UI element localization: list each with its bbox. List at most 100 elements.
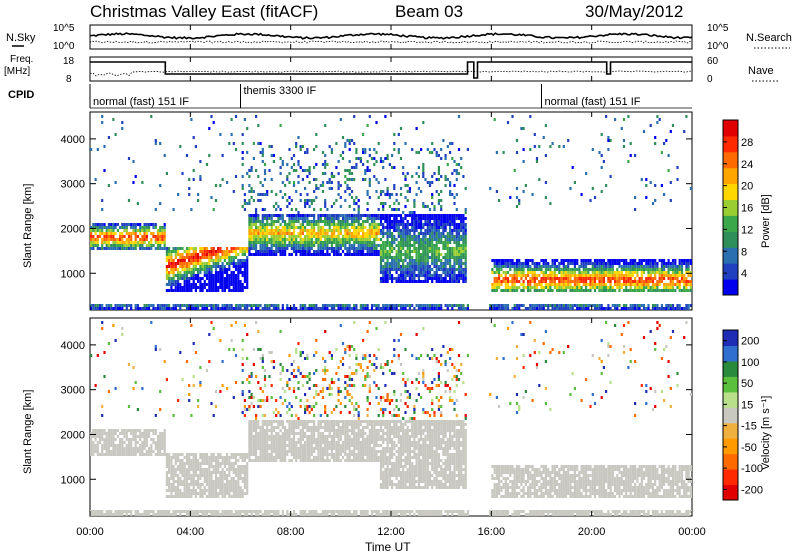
power-cell: [592, 274, 594, 277]
velocity-cell: [202, 453, 204, 456]
velocity-cell: [215, 456, 217, 459]
power-cell: [416, 247, 418, 250]
velocity-cell: [202, 462, 204, 465]
power-cell: [166, 283, 168, 286]
velocity-cell: [161, 453, 163, 456]
power-cell: [661, 277, 663, 280]
power-cell: [331, 304, 333, 307]
power-cell: [427, 253, 429, 256]
power-cell: [429, 235, 431, 238]
power-cell: [424, 304, 426, 307]
power-cell: [103, 241, 105, 244]
power-cell: [663, 271, 665, 274]
velocity-cell: [188, 384, 190, 387]
velocity-cell: [233, 486, 235, 489]
power-cell: [393, 187, 395, 190]
power-cell: [161, 247, 163, 250]
velocity-cell: [161, 438, 163, 441]
power-cell: [262, 154, 264, 157]
power-cell: [121, 121, 123, 124]
power-cell: [253, 229, 255, 232]
power-cell: [257, 124, 259, 127]
velocity-cell: [139, 444, 141, 447]
power-cell: [413, 205, 415, 208]
power-cell: [106, 241, 108, 244]
power-cell: [672, 277, 674, 280]
power-cell: [346, 253, 348, 256]
power-cell: [387, 268, 389, 271]
power-cell: [210, 307, 212, 310]
power-cell: [358, 205, 360, 208]
power-cell: [146, 304, 148, 307]
power-cell: [418, 277, 420, 280]
power-cell: [429, 304, 431, 307]
power-cell: [607, 304, 609, 307]
power-cell: [460, 271, 462, 274]
power-cell: [355, 220, 357, 223]
velocity-cell: [135, 513, 137, 516]
velocity-cell: [226, 387, 228, 390]
power-cell: [233, 250, 235, 253]
power-cell: [438, 226, 440, 229]
velocity-cell: [210, 402, 212, 405]
velocity-cell: [206, 477, 208, 480]
power-cell: [451, 277, 453, 280]
power-cell: [148, 247, 150, 250]
power-cell: [407, 238, 409, 241]
power-cell: [659, 307, 661, 310]
power-cell: [268, 304, 270, 307]
power-cell: [157, 241, 159, 244]
power-cell: [291, 238, 293, 241]
power-cell: [179, 262, 181, 265]
power-cell: [665, 307, 667, 310]
power-cell: [398, 208, 400, 211]
power-cell: [275, 214, 277, 217]
power-cell: [547, 289, 549, 292]
power-cell: [391, 247, 393, 250]
power-cell: [126, 238, 128, 241]
power-cell: [217, 250, 219, 253]
power-cell: [585, 172, 587, 175]
power-cell: [353, 208, 355, 211]
velocity-cell: [95, 510, 97, 513]
power-cell: [413, 202, 415, 205]
power-cell: [445, 235, 447, 238]
velocity-cell: [199, 381, 201, 384]
power-cell: [177, 277, 179, 280]
power-cell: [193, 280, 195, 283]
power-cell: [523, 160, 525, 163]
power-cell: [411, 217, 413, 220]
power-cell: [465, 226, 467, 229]
power-cell: [509, 196, 511, 199]
power-cell: [625, 265, 627, 268]
power-cell: [309, 247, 311, 250]
power-cell: [447, 253, 449, 256]
power-cell: [420, 265, 422, 268]
power-cell: [424, 250, 426, 253]
power-cell: [101, 241, 103, 244]
power-cell: [592, 277, 594, 280]
velocity-cell: [159, 453, 161, 456]
power-cell: [433, 148, 435, 151]
power-cell: [271, 220, 273, 223]
power-cell: [369, 148, 371, 151]
power-cell: [275, 253, 277, 256]
power-cell: [311, 238, 313, 241]
power-cell: [409, 250, 411, 253]
power-cell: [112, 244, 114, 247]
velocity-cell: [161, 447, 163, 450]
power-cell: [273, 253, 275, 256]
power-cell: [262, 250, 264, 253]
power-cell: [300, 253, 302, 256]
velocity-cell: [146, 432, 148, 435]
power-cell: [367, 238, 369, 241]
power-cell: [206, 307, 208, 310]
power-cell: [453, 280, 455, 283]
power-cell: [253, 304, 255, 307]
power-cell: [433, 235, 435, 238]
velocity-cell: [97, 510, 99, 513]
velocity-cell: [195, 510, 197, 513]
power-cell: [382, 205, 384, 208]
power-cell: [159, 304, 161, 307]
power-cell: [456, 241, 458, 244]
